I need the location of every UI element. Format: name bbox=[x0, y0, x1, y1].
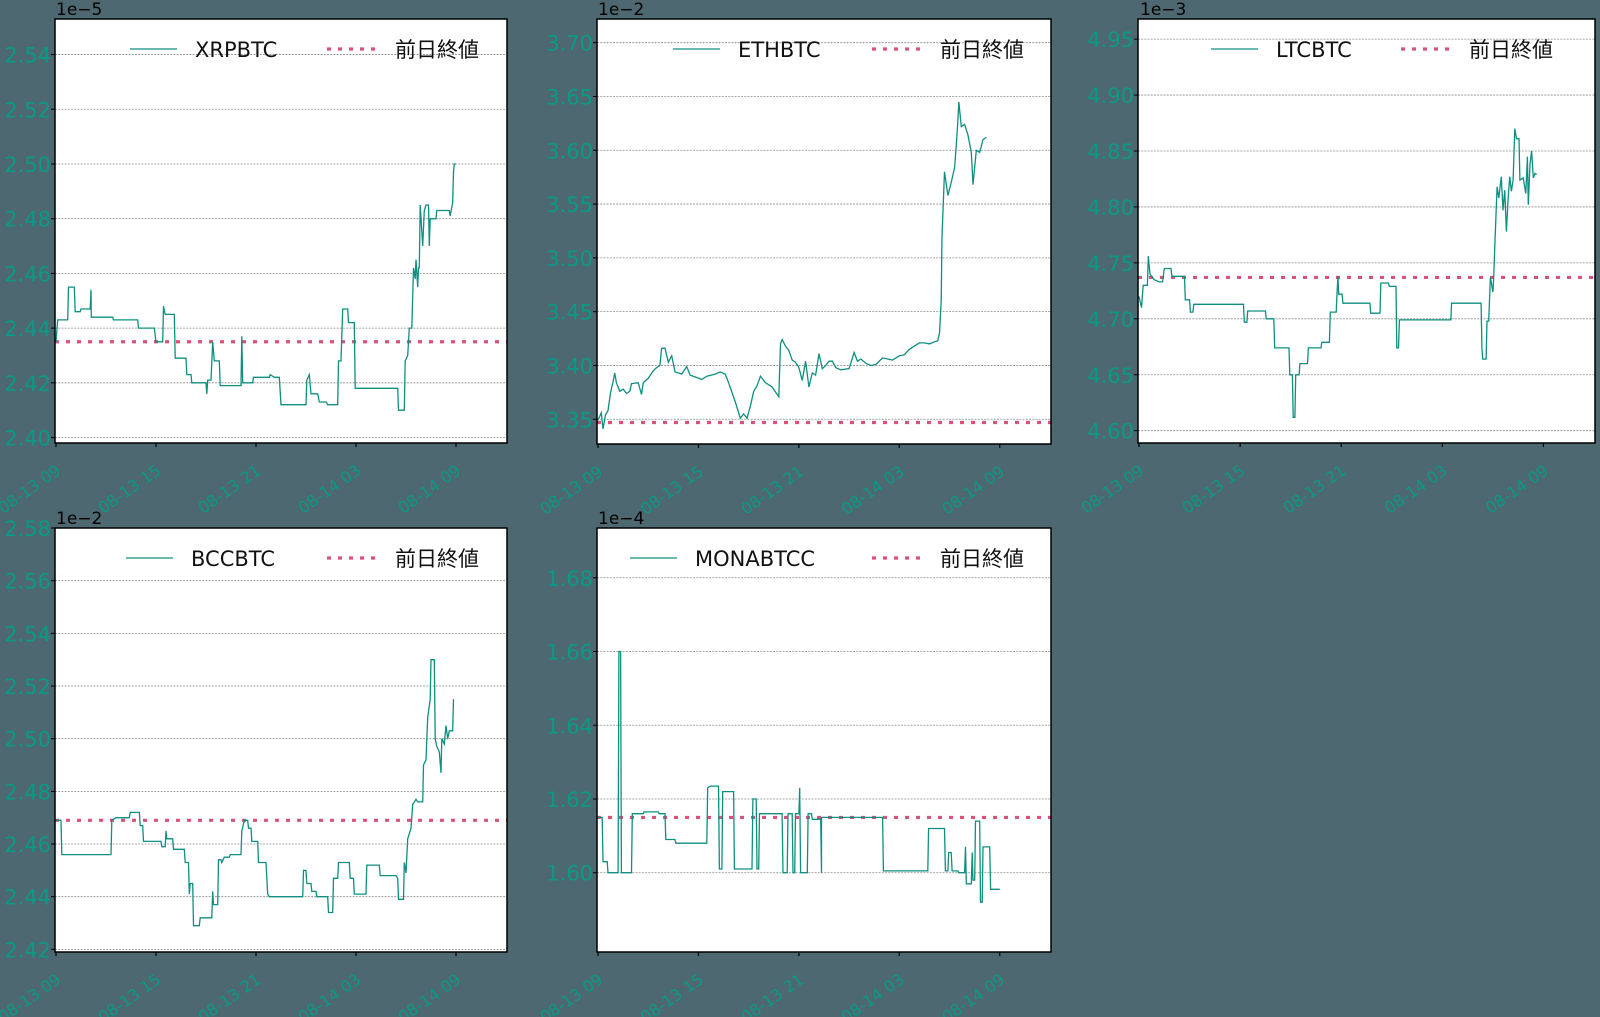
x-tick-label: 08-13 15 bbox=[637, 970, 707, 1017]
offset-label: 1e−5 bbox=[56, 0, 102, 20]
y-tick-label: 2.52 bbox=[4, 675, 51, 699]
y-tick-label: 2.40 bbox=[4, 427, 51, 451]
y-tick-label: 2.44 bbox=[4, 317, 51, 341]
y-tick-label: 2.46 bbox=[4, 833, 51, 857]
y-tick-label: 3.55 bbox=[546, 193, 593, 217]
x-tick-label: 08-13 09 bbox=[0, 970, 64, 1017]
y-tick-label: 2.54 bbox=[4, 622, 51, 646]
plot-area bbox=[597, 19, 1051, 444]
y-tick-label: 2.46 bbox=[4, 262, 51, 286]
y-tick-label: 2.58 bbox=[4, 517, 51, 541]
x-tick-label: 08-14 03 bbox=[838, 970, 908, 1017]
x-tick-label: 08-14 03 bbox=[294, 461, 364, 518]
plot-frame bbox=[1137, 18, 1596, 444]
x-tick-label: 08-14 03 bbox=[294, 970, 364, 1017]
plot-area bbox=[55, 528, 507, 952]
x-tick-label: 08-13 21 bbox=[194, 461, 264, 518]
y-tick-label: 1.64 bbox=[546, 714, 593, 738]
offset-label: 1e−2 bbox=[598, 0, 644, 20]
plot-area bbox=[1138, 19, 1595, 443]
y-tick-label: 2.50 bbox=[4, 153, 51, 177]
y-tick-label: 3.50 bbox=[546, 247, 593, 271]
legend-reference-label: 前日終値 bbox=[395, 38, 479, 62]
price-series-line bbox=[55, 163, 456, 411]
price-series-line bbox=[56, 659, 455, 927]
y-tick-label: 2.54 bbox=[4, 44, 51, 68]
x-tick-label: 08-13 21 bbox=[737, 970, 807, 1017]
x-tick-label: 08-13 09 bbox=[536, 970, 606, 1017]
x-tick-label: 08-14 09 bbox=[394, 970, 464, 1017]
x-tick-label: 08-13 21 bbox=[194, 970, 264, 1017]
y-tick-label: 1.62 bbox=[546, 788, 593, 812]
legend-series-label: ETHBTC bbox=[738, 38, 821, 62]
y-tick-label: 4.90 bbox=[1087, 84, 1134, 108]
y-tick-label: 2.56 bbox=[4, 570, 51, 594]
y-tick-label: 1.68 bbox=[546, 567, 593, 591]
y-tick-label: 4.70 bbox=[1087, 308, 1134, 332]
chart-ltcbtc: 4.60 4.65 4.70 4.75 4.80 4.85 4.90 4.95 08-13 09… bbox=[1077, 0, 1596, 518]
x-tick-label: 08-14 09 bbox=[1482, 461, 1552, 518]
plot-frame bbox=[596, 18, 1052, 445]
x-tick-label: 08-14 09 bbox=[938, 462, 1008, 519]
y-tick-label: 3.35 bbox=[546, 408, 593, 432]
plot-frame bbox=[596, 527, 1052, 953]
offset-label: 1e−3 bbox=[1140, 0, 1186, 20]
price-series-line bbox=[598, 650, 1000, 903]
legend-reference-label: 前日終値 bbox=[940, 547, 1024, 571]
y-tick-label: 3.65 bbox=[546, 85, 593, 109]
legend-reference-label: 前日終値 bbox=[395, 547, 479, 571]
y-tick-label: 1.66 bbox=[546, 641, 593, 665]
y-tick-label: 1.60 bbox=[546, 862, 593, 886]
chart-monabtcc: 1.60 1.62 1.64 1.66 1.68 08-13 09 08-13 15 08-1… bbox=[536, 509, 1052, 1017]
y-tick-label: 4.85 bbox=[1087, 140, 1134, 164]
x-tick-label: 08-14 03 bbox=[838, 462, 908, 519]
chart-bccbtc: 2.42 2.44 2.46 2.48 2.50 2.52 2.54 2.56 2.58 08-1… bbox=[0, 509, 508, 1017]
plot-area bbox=[55, 19, 507, 443]
legend-reference-label: 前日終値 bbox=[1469, 38, 1553, 62]
y-tick-label: 4.60 bbox=[1087, 420, 1134, 444]
legend-series-label: LTCBTC bbox=[1276, 38, 1352, 62]
y-tick-label: 2.48 bbox=[4, 208, 51, 232]
x-tick-label: 08-14 09 bbox=[938, 970, 1008, 1017]
x-tick-label: 08-13 15 bbox=[94, 970, 164, 1017]
x-tick-label: 08-13 21 bbox=[737, 462, 807, 519]
y-tick-label: 4.95 bbox=[1087, 28, 1134, 52]
legend-series-label: MONABTCC bbox=[695, 547, 815, 571]
offset-label: 1e−2 bbox=[56, 509, 102, 529]
y-tick-label: 4.75 bbox=[1087, 252, 1134, 276]
y-tick-label: 3.60 bbox=[546, 139, 593, 163]
y-tick-label: 4.65 bbox=[1087, 364, 1134, 388]
plot-frame bbox=[54, 18, 508, 444]
y-tick-label: 2.42 bbox=[4, 938, 51, 962]
x-tick-label: 08-13 09 bbox=[1077, 461, 1147, 518]
offset-label: 1e−4 bbox=[598, 509, 644, 529]
y-tick-label: 2.52 bbox=[4, 98, 51, 122]
x-tick-label: 08-13 15 bbox=[637, 462, 707, 519]
x-tick-label: 08-13 09 bbox=[0, 461, 64, 518]
x-tick-label: 08-13 21 bbox=[1280, 461, 1350, 518]
x-tick-label: 08-14 09 bbox=[394, 461, 464, 518]
y-tick-label: 2.50 bbox=[4, 728, 51, 752]
plot-area bbox=[597, 528, 1051, 952]
price-series-line bbox=[597, 101, 987, 430]
legend-series-label: BCCBTC bbox=[191, 547, 275, 571]
y-tick-label: 3.40 bbox=[546, 354, 593, 378]
plot-frame bbox=[54, 527, 508, 953]
y-tick-label: 2.42 bbox=[4, 372, 51, 396]
y-tick-label: 2.44 bbox=[4, 886, 51, 910]
x-tick-label: 08-13 09 bbox=[536, 462, 606, 519]
chart-ethbtc: 3.35 3.40 3.45 3.50 3.55 3.60 3.65 3.70 08-13 09… bbox=[536, 0, 1052, 519]
legend-series-label: XRPBTC bbox=[195, 38, 277, 62]
x-tick-label: 08-13 15 bbox=[94, 461, 164, 518]
x-tick-label: 08-14 03 bbox=[1381, 461, 1451, 518]
price-series-line bbox=[1138, 128, 1538, 418]
x-tick-label: 08-13 15 bbox=[1179, 461, 1249, 518]
legend-reference-label: 前日終値 bbox=[940, 38, 1024, 62]
y-tick-label: 3.45 bbox=[546, 301, 593, 325]
y-tick-label: 4.80 bbox=[1087, 196, 1134, 220]
chart-xrpbtc: 2.40 2.42 2.44 2.46 2.48 2.50 2.52 2.54 08-13 09… bbox=[0, 0, 508, 518]
y-tick-label: 2.48 bbox=[4, 780, 51, 804]
y-tick-label: 3.70 bbox=[546, 32, 593, 56]
